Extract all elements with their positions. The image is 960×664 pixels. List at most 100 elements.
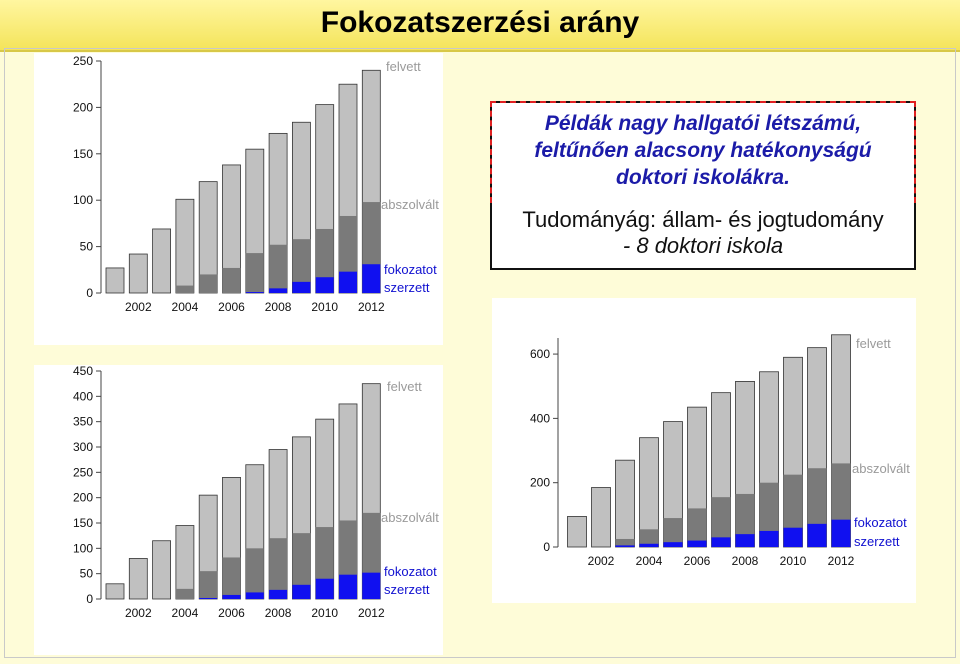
bar-fokozatot-szerzett [735,534,755,547]
slide-frame [4,48,956,658]
series-label-szerzett: szerzett [384,582,430,597]
series-label-felvett: felvett [386,59,421,74]
bar-felvett [567,516,587,548]
bar-fokozatot-szerzett [315,578,334,599]
bar-felvett [175,198,195,294]
x-tick-label: 2008 [265,300,292,314]
bar-fokozatot-szerzett [615,545,635,547]
series-label-szerzett: szerzett [384,280,430,295]
bar-abszolvalt [222,267,241,293]
x-tick-label: 2002 [125,606,152,620]
bar-abszolvalt [735,493,755,547]
series-label-abszolvalt: abszolvált [381,510,439,525]
bar-felvett [152,228,171,294]
bar-felvett [175,525,195,600]
bar-fokozatot-szerzett [269,288,288,293]
y-tick-label: 150 [73,147,93,161]
series-label-fokozatot: fokozatot [854,515,907,530]
bar-abszolvalt [639,529,659,547]
series-label-felvett: felvett [387,379,422,394]
y-tick-label: 400 [73,389,93,403]
y-tick-label: 600 [530,347,550,361]
chart-1: 0 50 100 150 200 250 2002 2004 2006 2008 2010 2012 f… [73,54,439,314]
y-tick-label: 50 [80,240,94,254]
y-tick-label: 200 [73,491,93,505]
y-tick-label: 250 [73,465,93,479]
y-tick-label: 100 [73,541,93,555]
bar-abszolvalt [269,538,288,599]
x-tick-label: 2004 [172,300,199,314]
chart-panel-3: 0 200 400 600 2002 2004 2006 2008 2010 2012 felvet… [492,298,916,603]
bar-abszolvalt [711,497,731,547]
y-tick-label: 450 [73,365,93,378]
bar-fokozatot-szerzett [315,277,334,293]
bar-abszolvalt [615,538,635,547]
callout-subject: Tudományág: állam- és jogtudomány - 8 do… [490,207,916,259]
bar-fokozatot-szerzett [339,574,357,599]
x-tick-label: 2008 [732,554,759,568]
chart-panel-2: 0 50 100 150 200 250 300 350 400 450 2002 2004 2006 2… [34,365,443,655]
x-tick-label: 2008 [265,606,292,620]
series-label-fokozatot: fokozatot [384,564,437,579]
x-tick-label: 2004 [636,554,663,568]
bar-abszolvalt [222,557,241,599]
bar-fokozatot-szerzett [831,519,851,547]
bar-fokozatot-szerzett [687,540,707,547]
y-tick-label: 50 [80,567,94,581]
series-label-fokozatot: fokozatot [384,262,437,277]
bar-abszolvalt [175,285,194,293]
y-tick-label: 100 [73,193,93,207]
chart-panel-1: 0 50 100 150 200 250 2002 2004 2006 2008 2010 2012 f… [34,53,443,345]
x-tick-label: 2010 [311,606,338,620]
bar-felvett [615,459,635,548]
bar-felvett [105,267,125,294]
bar-fokozatot-szerzett [222,594,241,599]
callout-line-4: Tudományág: állam- és jogtudomány [522,207,884,232]
x-tick-label: 2012 [358,300,385,314]
x-tick-label: 2004 [172,606,199,620]
slide-title: Fokozatszerzési arány [320,6,640,39]
x-tick-label: 2002 [588,554,615,568]
title-bar [0,0,960,52]
bar-abszolvalt [269,244,288,293]
bar-abszolvalt [292,533,311,599]
callout-box [490,101,916,270]
y-tick-label: 300 [73,440,93,454]
bar-abszolvalt [687,508,707,547]
y-tick-label: 400 [530,411,550,425]
series-label-abszolvalt: abszolvált [852,461,910,476]
bar-fokozatot-szerzett [362,572,381,599]
bar-fokozatot-szerzett [269,589,288,599]
bar-felvett [152,540,171,600]
bar-abszolvalt [175,588,194,599]
callout-line-1: Példák nagy hallgatói létszámú, [544,112,862,135]
bar-fokozatot-szerzett [245,592,264,599]
bar-fokozatot-szerzett [362,264,381,293]
chart-3: 0 200 400 600 2002 2004 2006 2008 2010 2012 felvet… [530,334,910,568]
callout-dashed-border [490,101,916,203]
bar-felvett [105,583,125,600]
y-tick-label: 200 [530,476,550,490]
bar-abszolvalt [245,548,264,599]
bar-felvett [128,253,148,294]
callout-heading: Példák nagy hallgatói létszámú, feltűnőe… [490,110,916,191]
bar-fokozatot-szerzett [807,523,827,547]
y-tick-label: 250 [73,54,93,68]
bar-fokozatot-szerzett [245,292,264,293]
bar-fokozatot-szerzett [663,542,683,547]
bar-fokozatot-szerzett [199,597,218,599]
bar-fokozatot-szerzett [759,530,779,547]
x-tick-label: 2006 [684,554,711,568]
bar-abszolvalt [315,228,334,293]
y-tick-label: 0 [86,286,93,300]
y-tick-label: 0 [86,592,93,606]
bar-fokozatot-szerzett [292,281,311,293]
bar-abszolvalt [663,518,683,547]
y-tick-label: 200 [73,100,93,114]
y-tick-label: 0 [543,540,550,554]
x-tick-label: 2010 [780,554,807,568]
bar-fokozatot-szerzett [292,584,311,599]
bar-felvett [591,487,611,548]
bar-abszolvalt [199,274,218,293]
chart-2: 0 50 100 150 200 250 300 350 400 450 2002 2004 2006 2… [73,365,439,620]
